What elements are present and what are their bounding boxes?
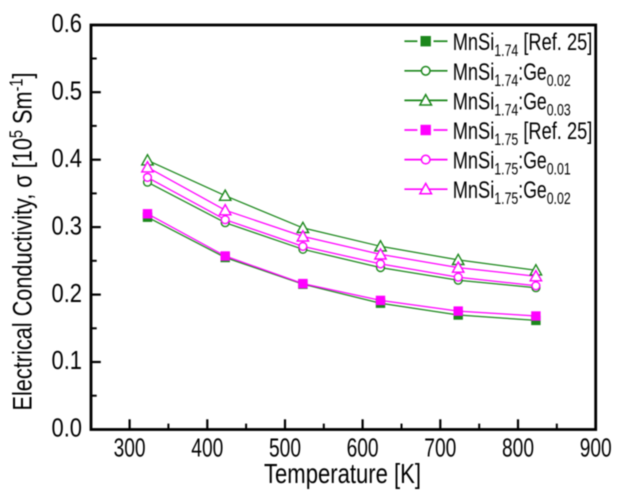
svg-text:400: 400 [191,435,223,463]
svg-text:MnSi1.74:Ge0.02: MnSi1.74:Ge0.02 [453,59,571,90]
svg-text:MnSi1.74 [Ref. 25]: MnSi1.74 [Ref. 25] [453,29,593,60]
svg-text:MnSi1.75:Ge0.02: MnSi1.75:Ge0.02 [453,177,571,208]
svg-text:800: 800 [502,435,534,463]
svg-text:700: 700 [424,435,456,463]
svg-text:900: 900 [580,435,612,463]
svg-text:MnSi1.75:Ge0.01: MnSi1.75:Ge0.01 [453,148,571,179]
svg-text:0.1: 0.1 [52,347,83,375]
svg-text:MnSi1.74:Ge0.03: MnSi1.74:Ge0.03 [453,88,571,119]
svg-text:Electrical Conductivity, σ [10: Electrical Conductivity, σ [105 Sm-1] [7,73,38,411]
svg-text:0.3: 0.3 [52,212,83,240]
svg-text:0.4: 0.4 [52,145,83,173]
svg-text:0.5: 0.5 [52,77,83,105]
svg-text:600: 600 [347,435,379,463]
svg-text:0.0: 0.0 [52,415,83,443]
svg-text:Temperature [K]: Temperature [K] [264,458,421,489]
svg-text:MnSi1.75 [Ref. 25]: MnSi1.75 [Ref. 25] [453,118,593,149]
svg-text:300: 300 [114,435,146,463]
svg-text:0.6: 0.6 [52,10,83,38]
svg-text:500: 500 [269,435,301,463]
svg-text:0.2: 0.2 [52,280,83,308]
